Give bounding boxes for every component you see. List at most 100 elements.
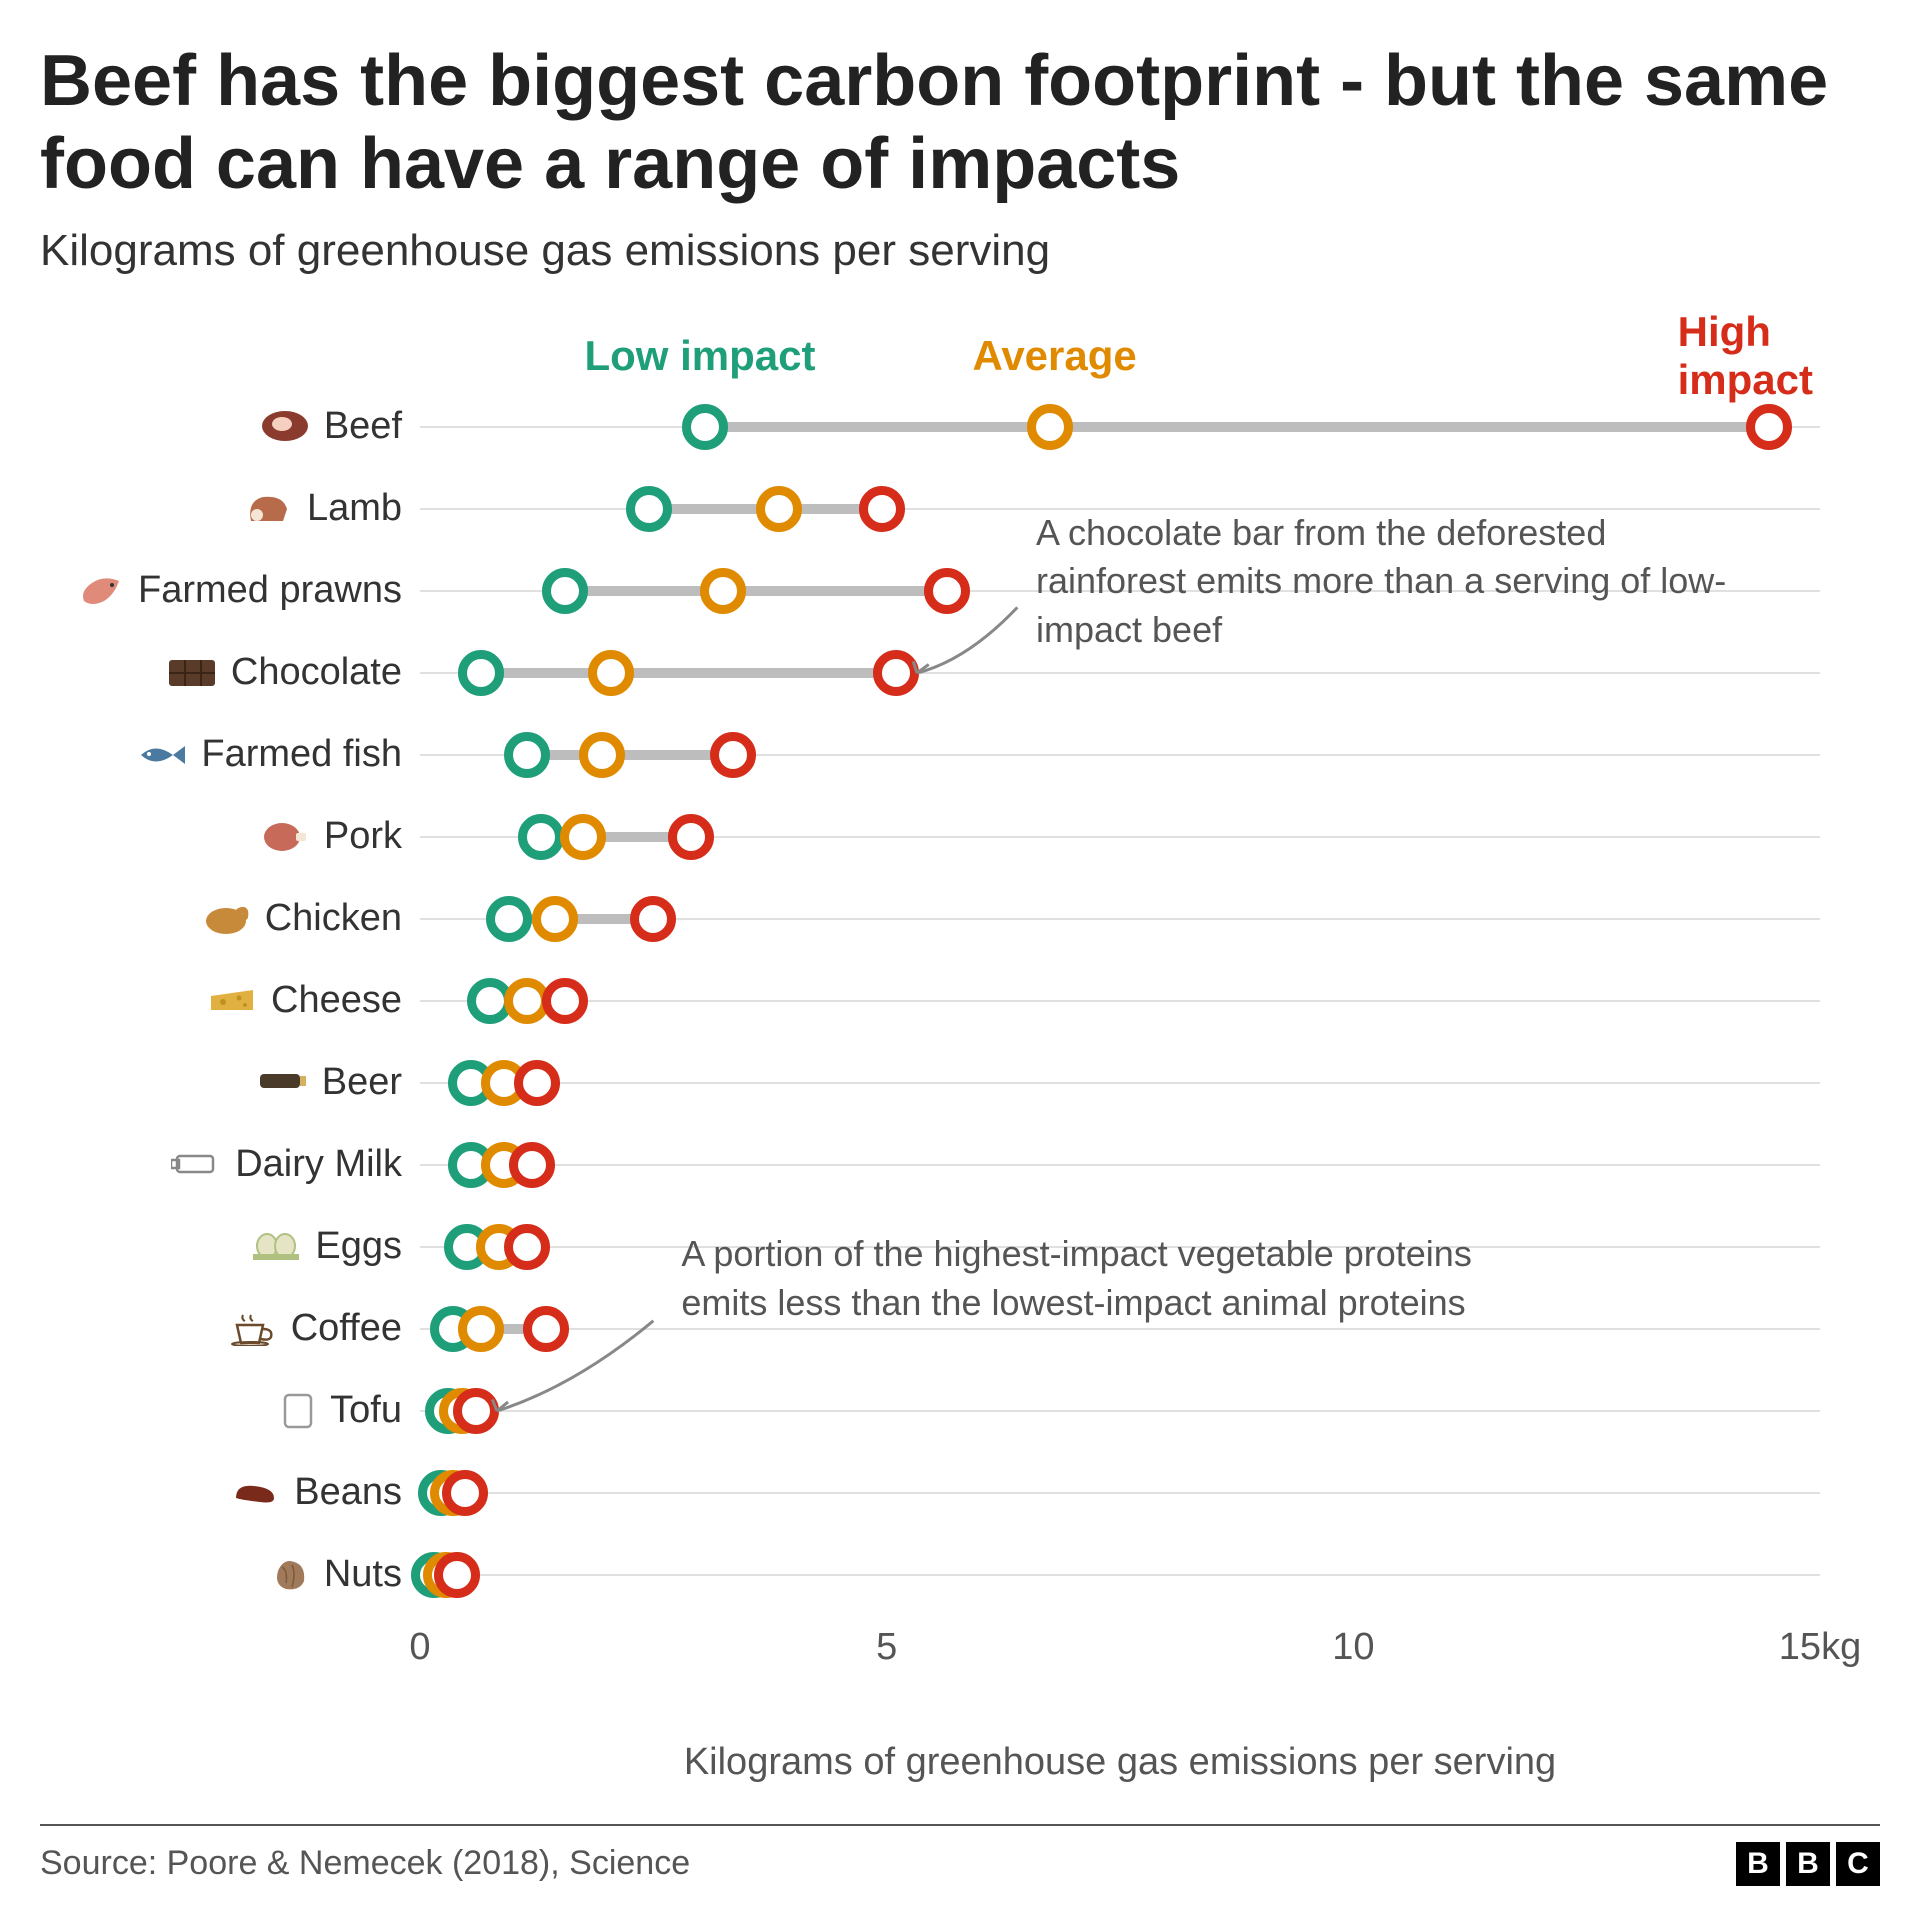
row-label-wrap: Pork: [260, 815, 402, 858]
chart-title: Beef has the biggest carbon footprint - …: [40, 40, 1880, 206]
bbc-logo-letter: B: [1786, 1842, 1830, 1886]
row-label-wrap: Cheese: [207, 979, 402, 1022]
x-tick: 10: [1332, 1626, 1374, 1669]
row-label-wrap: Tofu: [281, 1389, 402, 1432]
x-axis: 051015kg: [420, 1626, 1820, 1686]
beer-icon: [258, 1070, 308, 1095]
marker-high: [859, 486, 905, 532]
row-label-wrap: Lamb: [243, 487, 402, 530]
marker-low: [458, 650, 504, 696]
steak-icon: [260, 409, 310, 444]
marker-low: [486, 896, 532, 942]
row-label-wrap: Beef: [260, 405, 402, 448]
food-row: Beef: [420, 386, 1820, 468]
marker-average: [700, 568, 746, 614]
legend-row: Low impactAverageHigh impact: [420, 326, 1820, 386]
marker-high: [542, 978, 588, 1024]
row-label-wrap: Chicken: [201, 897, 402, 940]
food-label: Chocolate: [231, 651, 402, 694]
food-row: Tofu: [420, 1370, 1820, 1452]
coffee-icon: [227, 1311, 277, 1346]
chart-rows: BeefLambFarmed prawnsChocolateFarmed fis…: [420, 386, 1820, 1616]
marker-average: [560, 814, 606, 860]
food-row: Cheese: [420, 960, 1820, 1042]
prawn-icon: [74, 573, 124, 608]
annotation-text: A portion of the highest-impact vegetabl…: [681, 1230, 1521, 1327]
gridline: [420, 1410, 1820, 1412]
gridline: [420, 1000, 1820, 1002]
food-row: Farmed fish: [420, 714, 1820, 796]
chart-area: Low impactAverageHigh impact BeefLambFar…: [420, 326, 1820, 1784]
food-label: Tofu: [330, 1389, 402, 1432]
food-label: Coffee: [291, 1307, 402, 1350]
gridline: [420, 1328, 1820, 1330]
marker-high: [514, 1060, 560, 1106]
food-label: Chicken: [265, 897, 402, 940]
marker-high: [710, 732, 756, 778]
marker-average: [458, 1306, 504, 1352]
row-label-wrap: Beans: [230, 1471, 402, 1514]
bbc-logo: BBC: [1736, 1842, 1880, 1886]
x-axis-label: Kilograms of greenhouse gas emissions pe…: [420, 1741, 1820, 1784]
nut-icon: [270, 1557, 310, 1592]
marker-high: [924, 568, 970, 614]
food-label: Farmed fish: [201, 733, 402, 776]
marker-average: [532, 896, 578, 942]
food-label: Dairy Milk: [235, 1143, 402, 1186]
bean-icon: [230, 1480, 280, 1505]
marker-high: [442, 1470, 488, 1516]
row-plot: [420, 1370, 1820, 1452]
bbc-logo-letter: B: [1736, 1842, 1780, 1886]
gridline: [420, 1492, 1820, 1494]
milk-icon: [171, 1152, 221, 1177]
marker-average: [1027, 404, 1073, 450]
marker-average: [588, 650, 634, 696]
cheese-icon: [207, 986, 257, 1016]
tofu-icon: [281, 1391, 316, 1431]
food-label: Beef: [324, 405, 402, 448]
chart-subtitle: Kilograms of greenhouse gas emissions pe…: [40, 226, 1880, 276]
food-label: Beans: [294, 1471, 402, 1514]
row-plot: [420, 1042, 1820, 1124]
row-plot: [420, 714, 1820, 796]
row-label-wrap: Beer: [258, 1061, 402, 1104]
bbc-logo-letter: C: [1836, 1842, 1880, 1886]
row-plot: [420, 878, 1820, 960]
marker-low: [682, 404, 728, 450]
marker-low: [518, 814, 564, 860]
marker-low: [626, 486, 672, 532]
x-tick: 15kg: [1779, 1626, 1861, 1669]
row-label-wrap: Nuts: [270, 1553, 402, 1596]
food-row: Beans: [420, 1452, 1820, 1534]
gridline: [420, 1574, 1820, 1576]
marker-high: [453, 1388, 499, 1434]
gridline: [420, 1164, 1820, 1166]
food-label: Pork: [324, 815, 402, 858]
marker-average: [579, 732, 625, 778]
range-connector: [705, 422, 1769, 432]
legend-average: Average: [973, 332, 1137, 380]
marker-high: [873, 650, 919, 696]
food-label: Lamb: [307, 487, 402, 530]
row-plot: [420, 1452, 1820, 1534]
marker-high: [630, 896, 676, 942]
gridline: [420, 1082, 1820, 1084]
row-label-wrap: Eggs: [251, 1225, 402, 1268]
food-label: Cheese: [271, 979, 402, 1022]
fish-icon: [137, 740, 187, 770]
marker-low: [504, 732, 550, 778]
food-label: Beer: [322, 1061, 402, 1104]
row-label-wrap: Farmed prawns: [74, 569, 402, 612]
marker-high: [1746, 404, 1792, 450]
marker-average: [756, 486, 802, 532]
x-tick: 0: [409, 1626, 430, 1669]
range-connector: [481, 668, 896, 678]
choc-icon: [167, 658, 217, 688]
row-plot: [420, 1534, 1820, 1616]
food-label: Farmed prawns: [138, 569, 402, 612]
food-label: Eggs: [315, 1225, 402, 1268]
range-connector: [565, 586, 948, 596]
marker-high: [523, 1306, 569, 1352]
legend-low: Low impact: [584, 332, 815, 380]
marker-high: [668, 814, 714, 860]
